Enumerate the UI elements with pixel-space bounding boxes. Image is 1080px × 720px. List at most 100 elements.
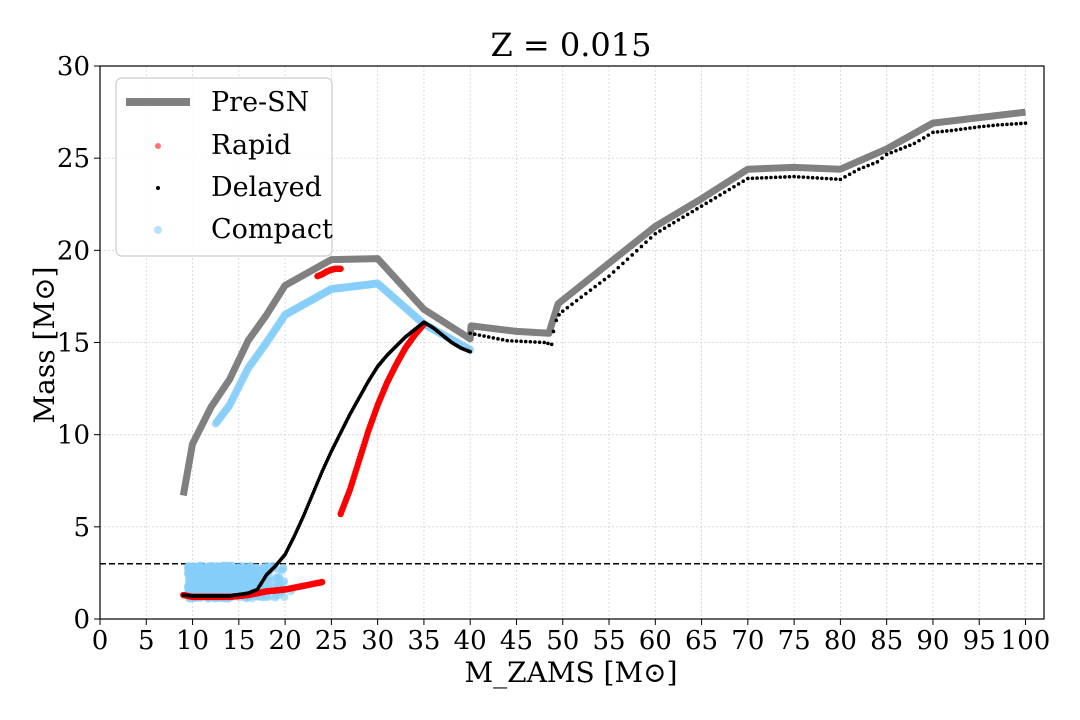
delayed-point — [634, 248, 639, 253]
delayed-point — [787, 174, 792, 179]
delayed-point — [537, 340, 542, 345]
delayed-point — [1009, 122, 1014, 126]
compact-point — [202, 564, 211, 573]
delayed-point — [549, 342, 554, 347]
compact-point — [244, 565, 253, 574]
delayed-point — [801, 175, 806, 179]
delayed-point — [778, 175, 783, 179]
delayed-point — [625, 257, 630, 261]
delayed-point — [486, 335, 491, 339]
x-tick-label: 55 — [592, 626, 625, 656]
x-tick-label: 50 — [546, 626, 579, 656]
delayed-series — [181, 121, 1028, 598]
delayed-point — [884, 152, 889, 157]
delayed-point — [912, 141, 917, 146]
delayed-point — [676, 218, 681, 222]
delayed-point — [546, 341, 550, 346]
delayed-point — [482, 334, 486, 338]
delayed-point — [991, 123, 995, 128]
delayed-point — [750, 176, 755, 181]
legend-rapid-label: Rapid — [211, 130, 291, 161]
delayed-point — [704, 201, 708, 206]
x-axis: 0 5 10 15 20 25 30 35 40 45 50 55 60 65 70 75 80 85 90 95 10… — [92, 619, 1051, 656]
y-tick-label: 10 — [57, 421, 90, 451]
delayed-point — [602, 277, 607, 282]
delayed-point — [690, 209, 695, 214]
delayed-point — [644, 240, 648, 245]
delayed-point — [898, 147, 903, 151]
rapid-point — [337, 265, 344, 272]
delayed-point — [510, 339, 514, 343]
x-tick-label: 25 — [315, 626, 348, 656]
delayed-point — [995, 123, 1000, 127]
delayed-point — [551, 329, 556, 334]
delayed-point — [560, 309, 565, 313]
delayed-point — [681, 215, 685, 219]
compact-point — [214, 575, 223, 584]
y-tick-label: 0 — [73, 605, 90, 635]
delayed-point — [685, 212, 690, 217]
compact-point — [221, 581, 230, 590]
x-axis-label: M_ZAMS [M⊙] — [464, 656, 677, 689]
delayed-point — [843, 175, 847, 179]
compact-point — [184, 569, 193, 578]
y-tick-label: 30 — [57, 52, 90, 82]
delayed-point — [824, 176, 829, 181]
delayed-point — [852, 169, 857, 174]
delayed-point — [746, 176, 750, 181]
x-tick-label: 90 — [916, 626, 949, 656]
delayed-point — [931, 130, 935, 135]
delayed-point — [783, 175, 787, 179]
x-tick-label: 40 — [454, 626, 487, 656]
x-tick-label: 20 — [269, 626, 302, 656]
delayed-point — [542, 340, 547, 345]
x-tick-label: 60 — [639, 626, 672, 656]
delayed-point — [557, 313, 561, 317]
delayed-point — [593, 284, 597, 289]
delayed-point — [833, 177, 838, 181]
delayed-point — [736, 182, 741, 186]
delayed-point — [514, 339, 519, 343]
delayed-point — [972, 125, 977, 130]
delayed-point — [773, 175, 778, 180]
delayed-point — [611, 270, 616, 274]
y-tick-label: 15 — [57, 329, 90, 359]
x-tick-label: 30 — [361, 626, 394, 656]
delayed-point — [496, 337, 500, 341]
x-tick-label: 100 — [1001, 626, 1051, 656]
delayed-point — [755, 176, 759, 180]
y-axis: 0 5 10 15 20 25 30 — [57, 52, 100, 635]
delayed-point — [732, 184, 736, 189]
y-tick-label: 5 — [73, 513, 90, 543]
delayed-point — [473, 332, 477, 337]
delayed-point — [741, 179, 746, 184]
delayed-point — [653, 231, 658, 236]
delayed-point — [672, 220, 676, 225]
delayed-point — [505, 338, 510, 343]
delayed-point — [940, 129, 944, 134]
compact-point — [266, 592, 275, 601]
delayed-point — [796, 175, 801, 179]
delayed-point — [977, 125, 982, 129]
legend-delayed-swatch — [156, 186, 160, 190]
x-tick-label: 70 — [731, 626, 764, 656]
compact-point — [191, 573, 200, 582]
x-tick-label: 80 — [824, 626, 857, 656]
delayed-point — [667, 223, 671, 228]
delayed-point — [889, 150, 894, 155]
delayed-point — [1023, 121, 1028, 125]
delayed-point — [630, 253, 634, 257]
delayed-point — [500, 337, 505, 342]
delayed-point — [954, 128, 958, 132]
compact-point — [235, 568, 244, 577]
x-tick-label: 95 — [963, 626, 996, 656]
compact-point — [242, 581, 251, 590]
delayed-point — [917, 138, 921, 143]
legend-compact-swatch — [154, 226, 162, 234]
x-tick-label: 75 — [778, 626, 811, 656]
delayed-point — [958, 127, 963, 132]
delayed-point — [829, 177, 833, 181]
legend-presn-label: Pre-SN — [211, 87, 309, 118]
compact-point — [272, 592, 281, 601]
delayed-point — [588, 288, 593, 292]
